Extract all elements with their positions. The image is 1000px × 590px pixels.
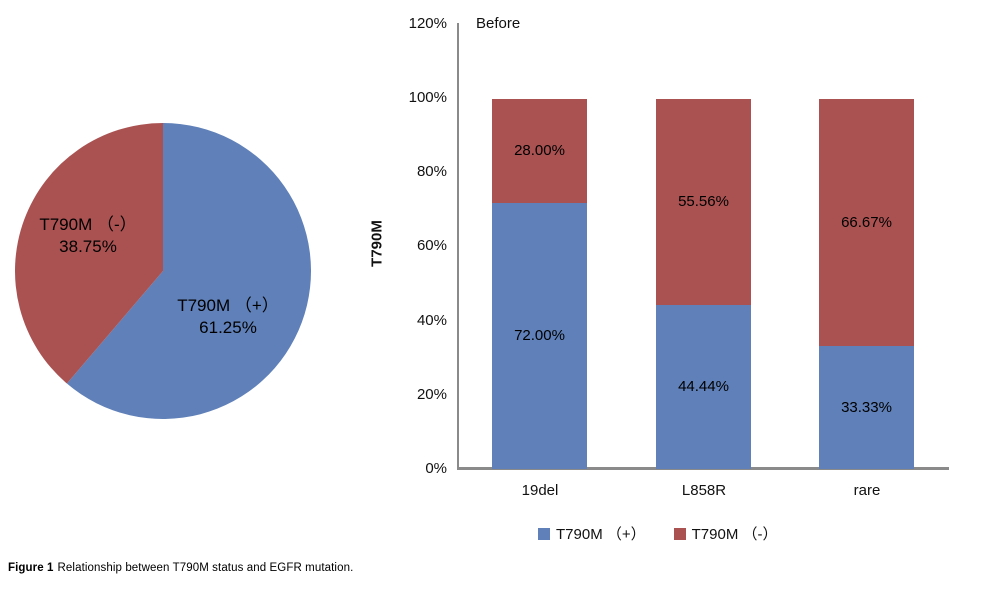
figure-caption: Figure 1 Relationship between T790M statu… xyxy=(8,562,353,574)
y-tick-120: 120% xyxy=(408,15,447,32)
bar-value-label: 28.00% xyxy=(514,142,565,160)
bar-rare: 66.67% 33.33% xyxy=(819,99,914,469)
legend-label: T790M （+） xyxy=(556,526,646,543)
pie-label-positive: T790M （+） 61.25% xyxy=(148,295,308,339)
y-tick-0: 0% xyxy=(425,460,447,477)
bar-value-label: 66.67% xyxy=(841,213,892,231)
pie-chart xyxy=(15,123,311,419)
bar-l858r: 55.56% 44.44% xyxy=(656,99,751,469)
bar-value-label: 72.00% xyxy=(514,327,565,345)
y-axis-title: T790M xyxy=(368,220,386,267)
pie-slice-value: 38.75% xyxy=(59,237,117,256)
legend-item-negative: T790M （-） xyxy=(673,523,778,544)
pie-slice-name: T790M （+） xyxy=(177,296,279,315)
legend: T790M （+） T790M （-） xyxy=(538,523,777,544)
bar-value-label: 33.33% xyxy=(841,398,892,416)
bar-segment-negative: 28.00% xyxy=(492,99,587,203)
pie-slice-value: 61.25% xyxy=(199,318,257,337)
caption-label: Figure 1 xyxy=(8,562,54,574)
bar-segment-negative: 55.56% xyxy=(656,99,751,305)
x-category-19del: 19del xyxy=(521,482,559,499)
bar-value-label: 55.56% xyxy=(678,193,729,211)
y-tick-20: 20% xyxy=(416,386,447,403)
legend-item-positive: T790M （+） xyxy=(538,523,646,544)
pie-slice-name: T790M （-） xyxy=(39,215,137,234)
legend-swatch-negative-icon xyxy=(673,527,686,540)
x-category-rare: rare xyxy=(853,482,881,499)
y-axis-line xyxy=(457,23,459,470)
x-category-l858r: L858R xyxy=(681,482,727,499)
pie-slice-positive xyxy=(66,123,311,419)
pie-slice-negative xyxy=(15,123,163,384)
bar-chart-title: Before xyxy=(476,15,521,32)
y-tick-80: 80% xyxy=(416,163,447,180)
y-tick-100: 100% xyxy=(408,89,447,106)
bar-segment-positive: 44.44% xyxy=(656,304,751,469)
y-tick-40: 40% xyxy=(416,312,447,329)
bar-value-label: 44.44% xyxy=(678,378,729,396)
bar-19del: 28.00% 72.00% xyxy=(492,99,587,469)
bar-segment-positive: 72.00% xyxy=(492,202,587,469)
bar-segment-positive: 33.33% xyxy=(819,345,914,469)
caption-text: Relationship between T790M status and EG… xyxy=(57,562,354,574)
pie-label-negative: T790M （-） 38.75% xyxy=(8,214,168,258)
legend-label: T790M （-） xyxy=(691,526,778,543)
legend-swatch-positive-icon xyxy=(538,527,550,540)
bar-segment-negative: 66.67% xyxy=(819,99,914,346)
y-tick-60: 60% xyxy=(416,237,447,254)
